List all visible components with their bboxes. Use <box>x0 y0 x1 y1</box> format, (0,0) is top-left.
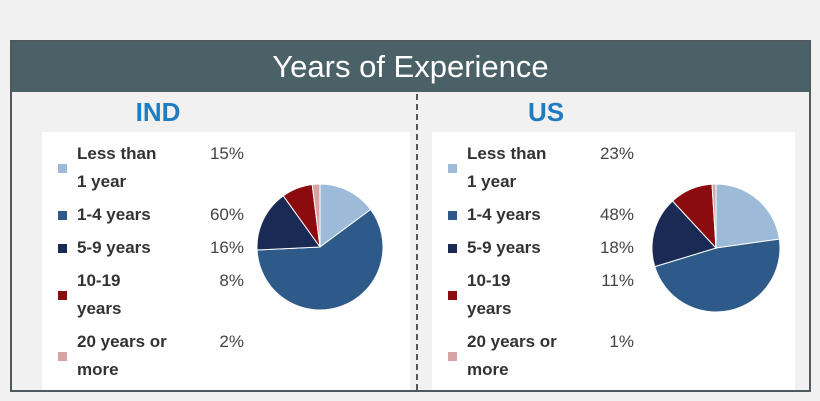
pie-chart <box>651 183 781 313</box>
value-label: 60% <box>209 205 244 224</box>
legend-entry: 20 years or more 2% <box>58 328 244 384</box>
value-label: 1% <box>609 332 634 351</box>
pie-slice <box>256 195 321 251</box>
value-label: 15% <box>209 144 244 163</box>
value-label: 2% <box>219 332 244 351</box>
legend-entry: 10-19 years 11% <box>448 267 634 323</box>
pie-slice <box>715 183 780 249</box>
legend-label: 20 years or more <box>467 332 557 379</box>
legend-swatch <box>58 163 67 173</box>
pie-slice <box>256 208 384 311</box>
legend-label: 20 years or more <box>77 332 167 379</box>
legend-label: 10-19 years <box>77 271 122 318</box>
legend-label: 1-4 years <box>467 205 541 224</box>
legend-swatch <box>448 290 457 300</box>
pie-slice <box>311 183 321 248</box>
legend: Less than 1 year 15% 1-4 years 60% 5-9 years… <box>58 140 244 389</box>
value-label: 11% <box>601 271 634 290</box>
value-label: 48% <box>599 205 634 224</box>
legend-label: 5-9 years <box>77 238 151 257</box>
legend-swatch <box>448 351 457 361</box>
chart-title: IND <box>135 97 181 127</box>
value-label: 23% <box>599 144 634 163</box>
frame: Years of Experience Less than 1 year 15% 1… <box>10 40 811 392</box>
legend-label: Less than 1 year <box>467 144 547 191</box>
value-label: 8% <box>219 271 244 290</box>
legend-label: 1-4 years <box>77 205 151 224</box>
legend-swatch <box>58 351 67 361</box>
legend-entry: 1-4 years 60% <box>58 201 244 229</box>
legend-label: 5-9 years <box>467 238 541 257</box>
pie-slice <box>651 200 717 268</box>
legend-entry: 10-19 years 8% <box>58 267 244 323</box>
value-label: 16% <box>209 238 244 257</box>
legend-swatch <box>58 290 67 300</box>
legend-entry: 5-9 years 18% <box>448 234 634 262</box>
legend: Less than 1 year 23% 1-4 years 48% 5-9 years… <box>448 140 634 389</box>
legend-swatch <box>448 243 457 253</box>
divider <box>416 94 418 390</box>
legend-entry: 1-4 years 48% <box>448 201 634 229</box>
legend-label: 10-19 years <box>467 271 512 318</box>
legend-entry: 20 years or more 1% <box>448 328 634 384</box>
legend-entry: Less than 1 year 23% <box>448 140 634 196</box>
legend-swatch <box>58 210 67 220</box>
legend-label: Less than 1 year <box>77 144 157 191</box>
pie-slice <box>711 183 717 249</box>
pie-slice <box>319 183 372 248</box>
legend-swatch <box>448 163 457 173</box>
header-title: Years of Experience <box>12 42 809 92</box>
legend-swatch <box>448 210 457 220</box>
chart-panel: Less than 1 year 23% 1-4 years 48% 5-9 years… <box>432 132 795 390</box>
legend-entry: 5-9 years 16% <box>58 234 244 262</box>
value-label: 18% <box>599 238 634 257</box>
pie-chart <box>256 183 384 311</box>
legend-entry: Less than 1 year 15% <box>58 140 244 196</box>
chart-title: US <box>527 97 565 127</box>
legend-swatch <box>58 243 67 253</box>
